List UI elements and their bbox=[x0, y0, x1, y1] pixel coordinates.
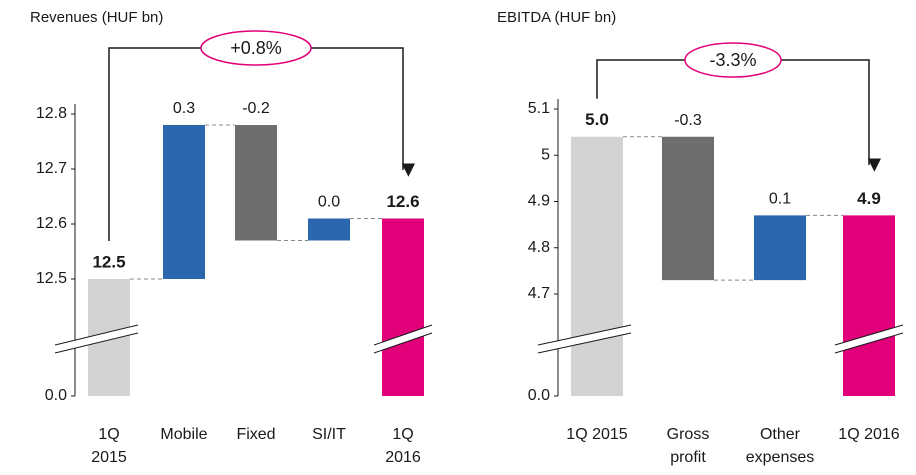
annotation: +0.8% bbox=[230, 38, 282, 58]
x-tick-label: Mobile bbox=[160, 426, 207, 443]
value-label: 0.3 bbox=[173, 100, 195, 117]
y-tick-label: 12.8 bbox=[36, 105, 67, 122]
bar bbox=[662, 136, 714, 281]
value-label: -0.3 bbox=[674, 112, 702, 129]
chart-title: EBITDA (HUF bn) bbox=[497, 9, 616, 26]
value-label: -0.2 bbox=[242, 100, 270, 117]
axis-break bbox=[834, 332, 904, 354]
axis-break bbox=[834, 324, 904, 346]
value-label: 5.0 bbox=[585, 110, 609, 129]
value-label: 4.9 bbox=[857, 189, 881, 208]
axis-break-gap bbox=[835, 325, 903, 353]
axis-break-gap bbox=[55, 325, 138, 353]
axis-break bbox=[54, 332, 139, 354]
y-tick-label: 5.1 bbox=[528, 100, 550, 117]
x-tick-label: SI/IT bbox=[312, 426, 346, 443]
x-tick-label: 1Q 2015 bbox=[91, 426, 127, 466]
bar bbox=[754, 215, 806, 281]
annotation: -3.3% bbox=[709, 50, 756, 70]
y-tick-label: 12.6 bbox=[36, 215, 67, 232]
axis-break bbox=[537, 332, 632, 354]
x-tick-label: 1Q 2015 bbox=[566, 426, 627, 443]
x-tick-label: 1Q 2016 bbox=[385, 426, 421, 466]
x-tick-label: 1Q 2016 bbox=[838, 426, 899, 443]
axis-break bbox=[373, 324, 433, 346]
annotation-bubble bbox=[684, 42, 782, 78]
axis-break-gap bbox=[374, 325, 432, 353]
value-label: 0.0 bbox=[318, 194, 340, 211]
value-label: 12.6 bbox=[386, 192, 419, 211]
y-tick-label: 0.0 bbox=[45, 387, 67, 404]
y-tick-label: 5 bbox=[541, 146, 550, 163]
y-tick-label: 4.8 bbox=[528, 239, 550, 256]
x-tick-label: Fixed bbox=[236, 426, 275, 443]
axis-break bbox=[54, 324, 139, 346]
x-tick-label: Other expenses bbox=[746, 426, 815, 466]
x-tick-label: Gross profit bbox=[667, 426, 710, 466]
chart-title: Revenues (HUF bn) bbox=[30, 9, 163, 26]
y-tick-label: 12.7 bbox=[36, 160, 67, 177]
axis-break bbox=[373, 332, 433, 354]
y-tick-label: 0.0 bbox=[528, 387, 550, 404]
y-tick-label: 4.7 bbox=[528, 285, 550, 302]
bar bbox=[235, 125, 277, 241]
bar bbox=[843, 215, 895, 396]
bar bbox=[308, 218, 350, 241]
y-tick-label: 12.5 bbox=[36, 270, 67, 287]
bar bbox=[571, 136, 623, 396]
annotation-bubble bbox=[200, 30, 312, 66]
bar bbox=[163, 125, 205, 279]
value-label: 12.5 bbox=[92, 252, 125, 271]
axis-break bbox=[537, 324, 632, 346]
value-label: 0.1 bbox=[769, 191, 791, 208]
bar bbox=[382, 218, 424, 396]
axis-break-gap bbox=[538, 325, 631, 353]
y-tick-label: 4.9 bbox=[528, 193, 550, 210]
